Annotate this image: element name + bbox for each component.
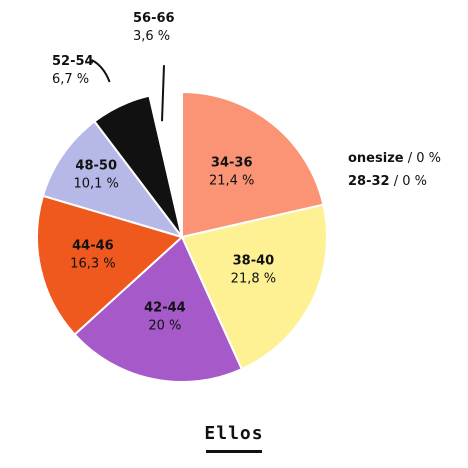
- pie-slice-56-66: [148, 90, 183, 238]
- zero-entry-onesize: onesize / 0 %: [348, 147, 441, 170]
- pie-slice-44-46: [36, 194, 184, 336]
- zero-entry-value: 0 %: [402, 174, 427, 189]
- zero-entry-28-32: 28-32 / 0 %: [348, 170, 441, 193]
- slice-category-label: 48-50: [75, 159, 117, 174]
- pie-slice-48-50: [41, 119, 185, 239]
- zero-entry-separator: /: [393, 174, 403, 189]
- pie-slice-42-44: [73, 235, 244, 383]
- leader-line-56-66: [161, 65, 165, 122]
- zero-value-entries: onesize / 0 % 28-32 / 0 %: [348, 147, 441, 193]
- slice-category-label: 56-66: [133, 11, 175, 26]
- leader-line-52-54: [91, 59, 111, 83]
- chart-title: Ellos: [204, 423, 264, 444]
- slice-value-label: 3,6 %: [133, 29, 170, 44]
- slice-category-label: 42-44: [144, 300, 186, 315]
- zero-entry-separator: /: [407, 151, 417, 166]
- slice-value-label: 20 %: [148, 318, 181, 333]
- slice-value-label: 10,1 %: [73, 177, 118, 192]
- pie-slices: [36, 90, 328, 383]
- slice-category-label: 44-46: [72, 238, 114, 253]
- zero-entry-name: onesize: [348, 151, 404, 166]
- slice-value-label: 6,7 %: [52, 72, 89, 87]
- zero-entry-value: 0 %: [416, 151, 442, 166]
- pie-slice-34-36: [181, 90, 325, 239]
- slice-labels: 34-36 21,4 % 38-40 21,8 % 42-44 20 % 44-46 16,3…: [52, 11, 276, 333]
- slice-value-label: 16,3 %: [70, 256, 115, 271]
- slice-value-label: 21,4 %: [209, 174, 254, 189]
- title-underline: [206, 450, 262, 453]
- zero-entry-name: 28-32: [348, 174, 390, 189]
- slice-category-label: 52-54: [52, 54, 94, 69]
- pie-slice-38-40: [180, 203, 328, 371]
- slice-category-label: 38-40: [233, 254, 275, 269]
- slice-value-label: 21,8 %: [231, 272, 276, 287]
- leader-lines: [91, 59, 165, 122]
- slice-category-label: 34-36: [211, 156, 253, 171]
